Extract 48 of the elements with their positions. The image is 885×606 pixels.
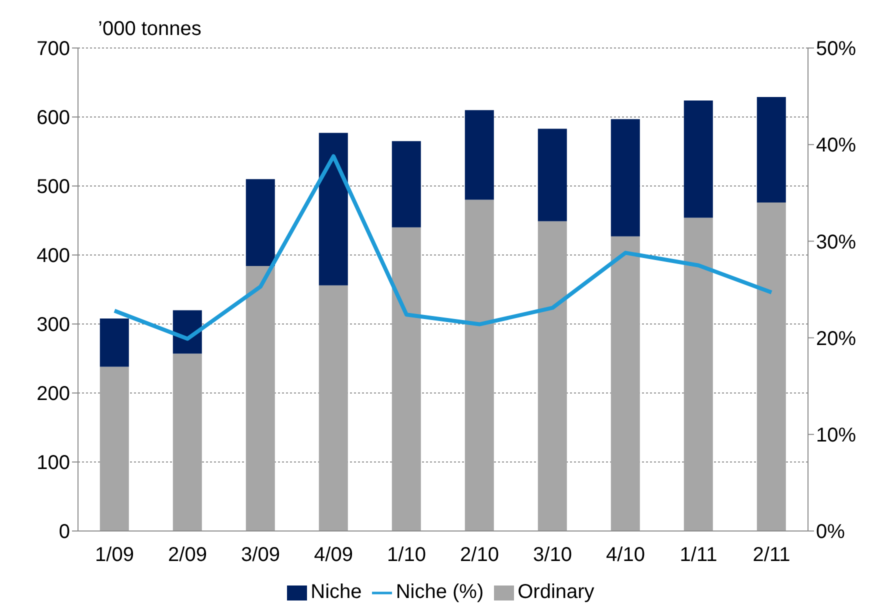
y2-tick-label: 10%: [816, 424, 856, 446]
y2-tick-label: 0%: [816, 521, 846, 544]
x-tick-label: 3/10: [533, 544, 572, 566]
bar: [392, 227, 421, 531]
bar: [392, 141, 421, 228]
bar: [464, 110, 494, 200]
y2-tick-label: 30%: [816, 231, 856, 254]
y2-tick-label: 20%: [816, 328, 856, 350]
bar: [100, 366, 129, 531]
y-axis-title: ’000 tonnes: [98, 18, 202, 41]
x-tick-label: 4/09: [314, 544, 353, 566]
bar: [610, 236, 640, 531]
bar: [318, 132, 348, 286]
bar: [684, 218, 713, 531]
bar: [464, 200, 494, 531]
y-tick-label: 100: [36, 452, 70, 474]
legend-label: Ordinary: [518, 581, 594, 603]
bar: [100, 318, 129, 367]
bar: [538, 128, 567, 222]
bar: [318, 285, 348, 531]
y2-tick-label: 40%: [816, 134, 856, 157]
bar: [246, 179, 275, 266]
bar: [538, 221, 567, 531]
x-tick-label: 2/10: [460, 544, 499, 566]
x-tick-label: 2/11: [752, 544, 790, 566]
bar: [684, 100, 713, 218]
bar: [246, 266, 275, 531]
legend-label: Niche: [310, 581, 362, 603]
x-tick-label: 1/10: [387, 544, 426, 566]
y-tick-label: 500: [36, 176, 70, 198]
bar: [756, 202, 786, 531]
y-tick-label: 0: [58, 521, 70, 544]
x-tick-label: 1/09: [95, 544, 134, 566]
legend-label: Niche (%): [396, 581, 484, 603]
x-tick-label: 1/11: [680, 544, 718, 566]
y2-tick-label: 50%: [816, 38, 856, 60]
y-tick-label: 300: [36, 314, 70, 336]
y-tick-label: 600: [36, 107, 70, 130]
bar: [172, 354, 202, 531]
x-tick-label: 4/10: [606, 544, 645, 566]
x-tick-label: 3/09: [241, 544, 280, 566]
bar: [610, 119, 640, 236]
x-tick-label: 2/09: [168, 544, 207, 566]
y-tick-label: 700: [36, 38, 70, 60]
y-tick-label: 200: [36, 383, 70, 406]
bar: [756, 96, 786, 203]
line-series: [112, 154, 774, 341]
y-tick-label: 400: [36, 245, 70, 268]
